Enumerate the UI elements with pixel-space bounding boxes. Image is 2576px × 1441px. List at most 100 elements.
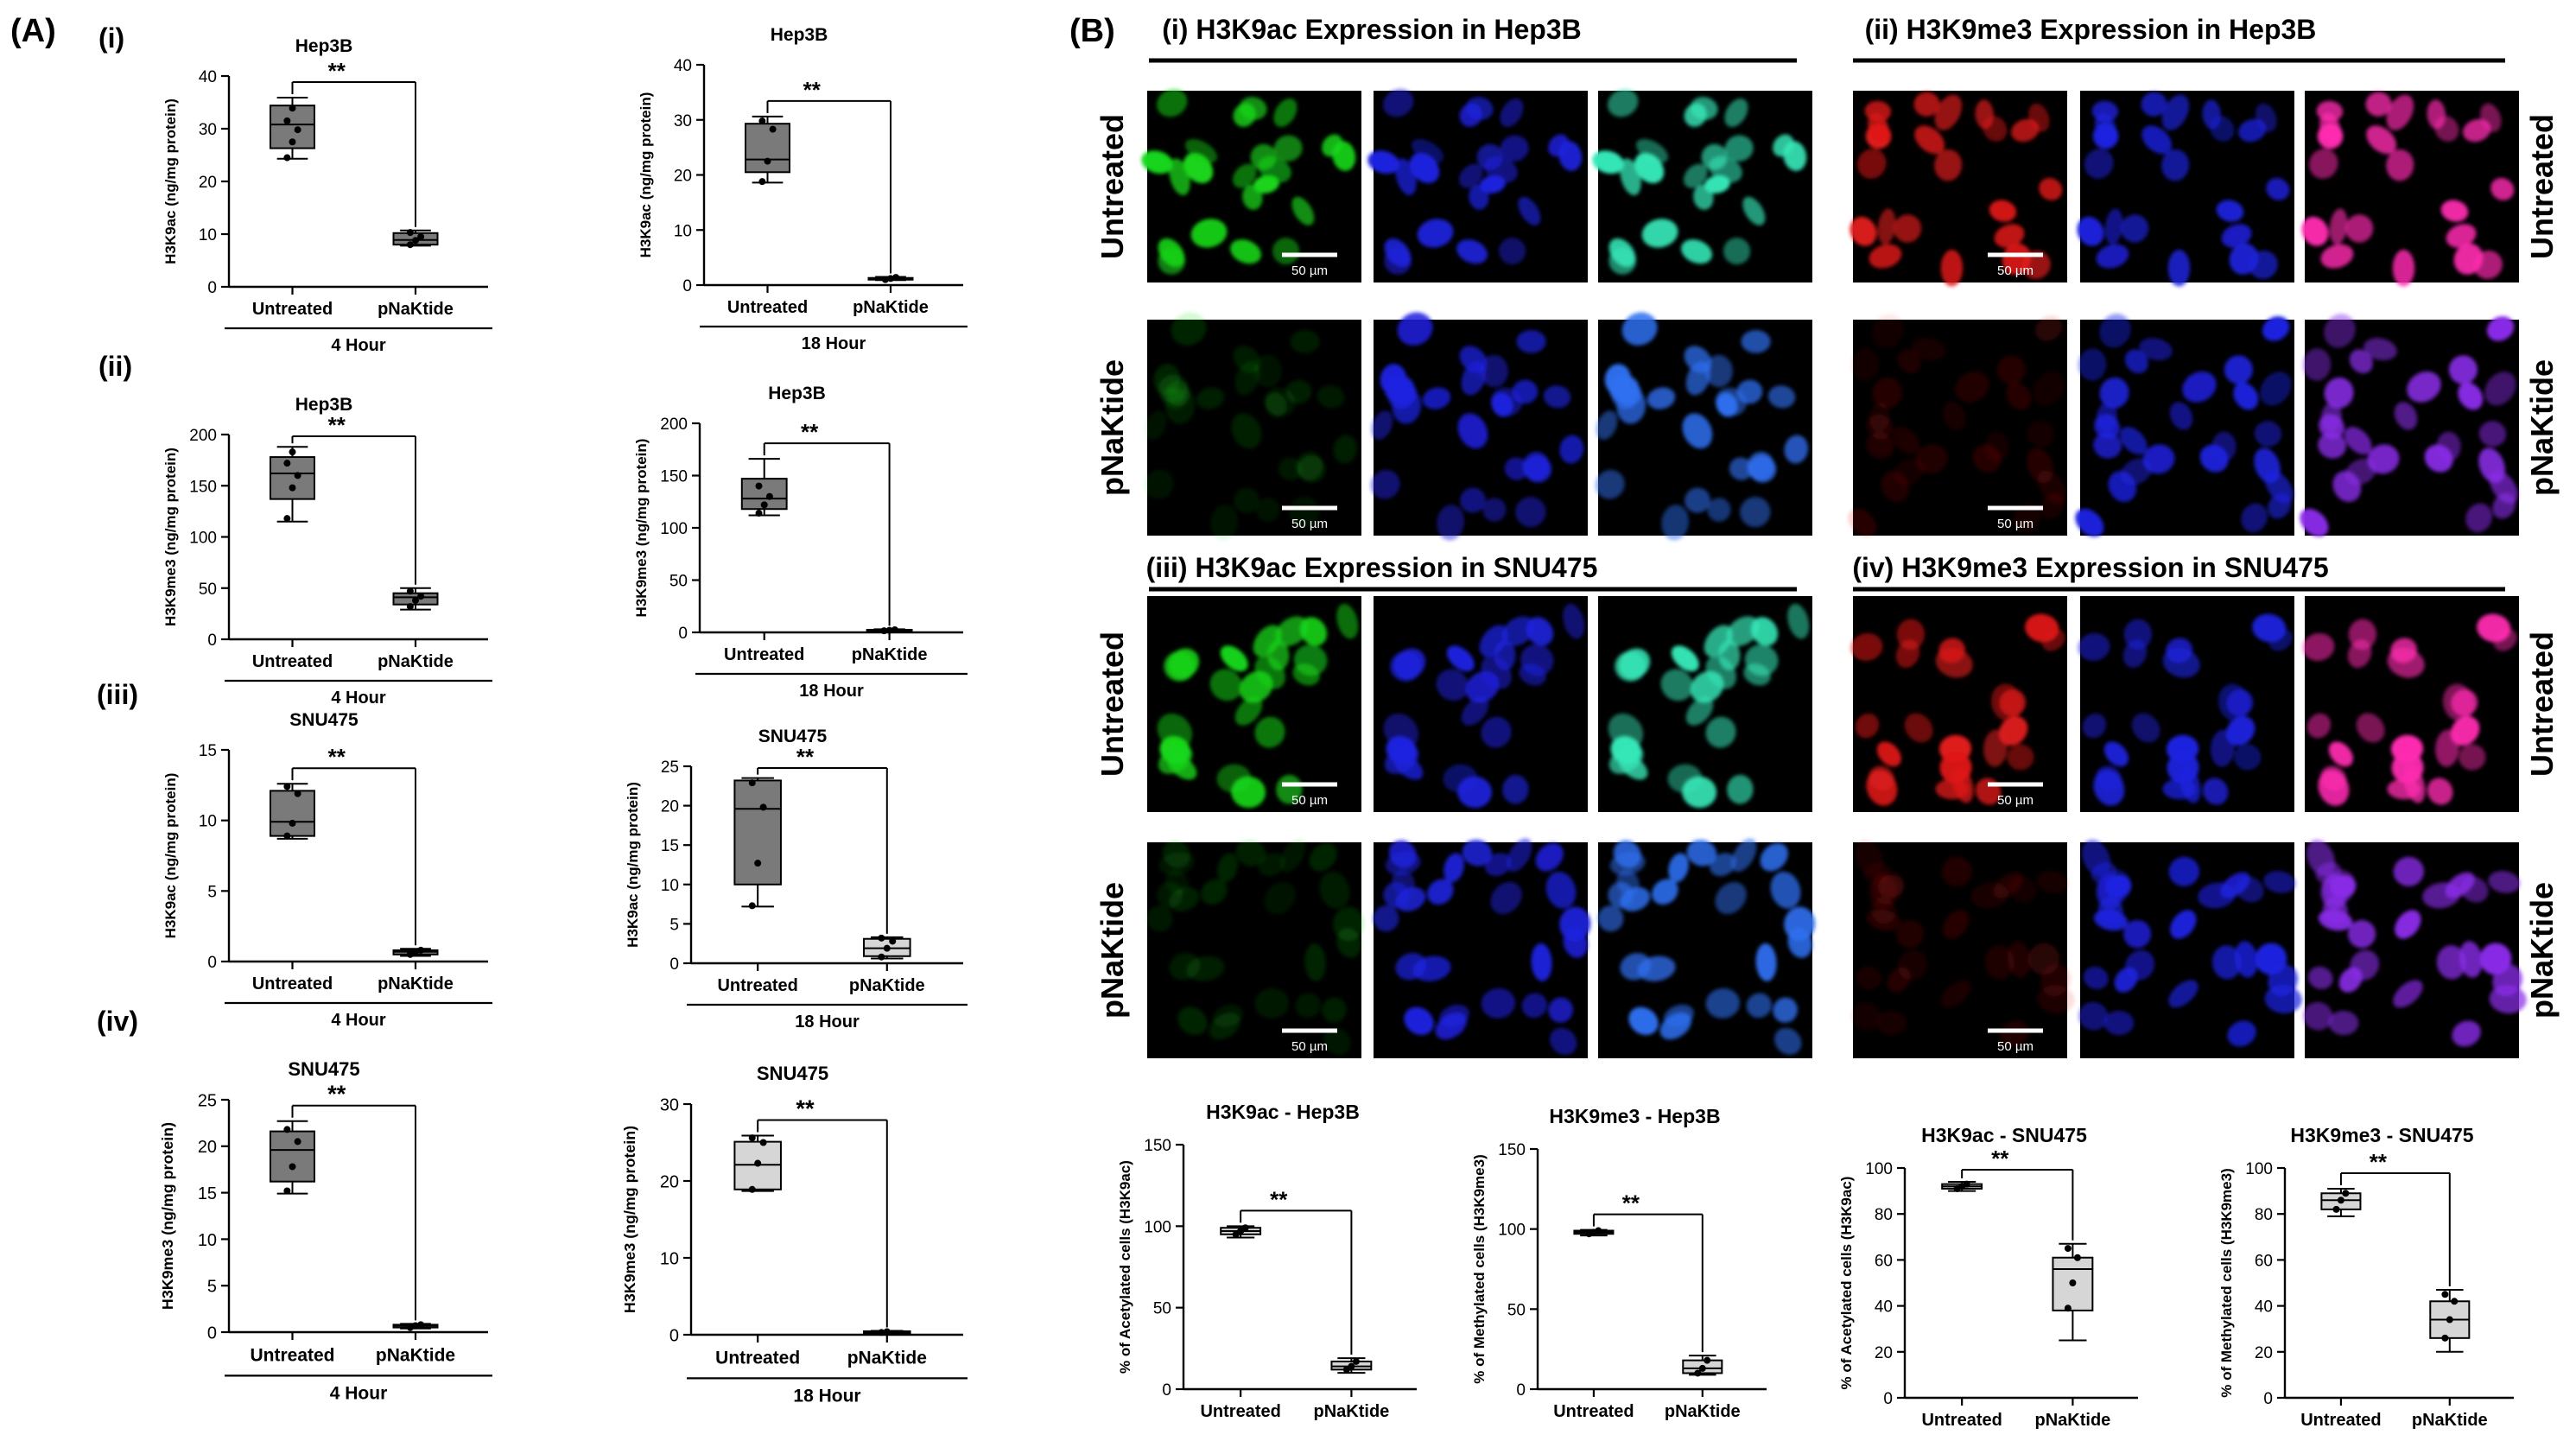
y-tick-label: 80 — [1875, 1206, 1893, 1224]
y-tick-label: 0 — [2263, 1390, 2273, 1408]
nucleus — [2161, 94, 2190, 130]
significance-label: ** — [796, 1095, 815, 1121]
nucleus — [1234, 696, 1263, 726]
x-tick-label: Untreated — [252, 300, 333, 319]
nucleus — [2099, 377, 2129, 409]
nucleus — [2387, 778, 2421, 800]
nuclei-layer — [2300, 314, 2518, 537]
nucleus — [1304, 943, 1326, 981]
y-tick-label: 10 — [199, 226, 217, 244]
nucleus — [1681, 239, 1713, 264]
nucleus — [2386, 94, 2414, 130]
y-axis-label: H3K9me3 (ng/mg protein) — [159, 1122, 176, 1310]
nucleus — [1220, 645, 1248, 672]
y-tick-label: 15 — [199, 742, 217, 760]
nucleus — [1876, 1010, 1907, 1036]
box-plot-A-iv-4h: 0 5 10 15 20 25 Untreated pNaKtide 4 Hour H3K9me3… — [159, 1058, 492, 1404]
row-label-left: Untreated — [1094, 114, 1130, 259]
nucleus — [2221, 224, 2252, 248]
y-tick-label: 20 — [1875, 1344, 1893, 1362]
nucleus — [2442, 683, 2475, 721]
nucleus — [1184, 138, 1218, 163]
scale-bar-label: 50 µm — [1291, 263, 1328, 278]
y-axis-label: H3K9ac (ng/mg protein) — [162, 98, 179, 264]
data-point — [755, 510, 763, 517]
nucleus — [1705, 716, 1736, 748]
nuclei-layer — [2302, 613, 2517, 806]
nucleus — [1935, 778, 1970, 800]
nucleus — [1877, 874, 1905, 898]
nucleus — [2459, 744, 2486, 771]
nucleus — [2318, 909, 2353, 931]
nucleus — [1502, 774, 1529, 804]
nucleus — [2448, 355, 2478, 384]
nucleus — [1256, 498, 1280, 522]
nucleus — [2263, 871, 2296, 893]
nucleus — [2075, 508, 2104, 537]
y-tick-label: 0 — [207, 954, 217, 972]
nucleus — [2320, 244, 2354, 269]
nucleus — [2424, 444, 2453, 473]
significance-label: ** — [1622, 1190, 1640, 1216]
nucleus — [2479, 943, 2512, 975]
nucleus — [2007, 941, 2031, 978]
nucleus — [1851, 1001, 1881, 1031]
y-tick-label: 200 — [189, 427, 217, 445]
x-tick-label: Untreated — [717, 976, 797, 995]
nucleus — [2490, 177, 2515, 200]
y-tick-label: 60 — [2255, 1252, 2273, 1270]
y-tick-label: 0 — [1162, 1381, 1171, 1400]
nucleus — [2210, 116, 2235, 142]
nucleus — [2302, 348, 2332, 381]
y-tick-label: 25 — [661, 759, 679, 777]
micrograph-merge — [2301, 91, 2519, 287]
nucleus — [2350, 949, 2380, 981]
data-point — [769, 125, 777, 133]
nuclei-layer — [1370, 312, 1584, 541]
data-point — [289, 484, 296, 492]
micrograph-stain: 50 µm — [1147, 596, 1361, 812]
row-label-left: pNaKtide — [1094, 882, 1130, 1019]
data-point — [406, 1324, 414, 1331]
box-untreated — [270, 1130, 315, 1183]
significance-label: ** — [328, 58, 346, 84]
chart-title: SNU475 — [757, 1063, 828, 1084]
nucleus — [1616, 381, 1642, 406]
nucleus — [1989, 200, 2017, 222]
nucleus — [2234, 744, 2262, 771]
data-point — [283, 117, 291, 124]
data-point — [881, 276, 889, 283]
chart-title: SNU475 — [758, 727, 828, 746]
nucleus — [2391, 752, 2424, 784]
nucleus — [1272, 238, 1300, 265]
chart-title: Hep3B — [295, 395, 353, 415]
nucleus — [2082, 840, 2111, 877]
nucleus — [2007, 744, 2034, 771]
nucleus — [1264, 881, 1296, 915]
nucleus — [2077, 216, 2104, 246]
nucleus — [1641, 219, 1678, 248]
data-point — [765, 492, 773, 500]
y-tick-label: 25 — [198, 1091, 217, 1110]
nucleus — [1548, 997, 1573, 1023]
nucleus — [1273, 98, 1298, 128]
nucleus — [2365, 92, 2392, 117]
nucleus — [2082, 713, 2107, 739]
nucleus — [2103, 1010, 2135, 1036]
row-label-right: Untreated — [2524, 632, 2560, 777]
row-label-left: Untreated — [1094, 632, 1130, 777]
nucleus — [1715, 881, 1747, 915]
nucleus — [2489, 985, 2527, 1014]
data-point — [417, 1321, 425, 1329]
nucleus — [2459, 941, 2483, 978]
x-tick-label: Untreated — [715, 1349, 800, 1368]
nucleus — [1235, 839, 1266, 867]
nucleus — [1278, 457, 1303, 480]
nucleus — [2182, 371, 2217, 403]
row-label-iii: (iii) — [97, 679, 138, 710]
nucleus — [1231, 776, 1266, 809]
nucleus — [1317, 385, 1345, 409]
nucleus — [1705, 987, 1741, 1019]
nucleus — [1239, 97, 1267, 120]
data-point — [406, 229, 414, 237]
